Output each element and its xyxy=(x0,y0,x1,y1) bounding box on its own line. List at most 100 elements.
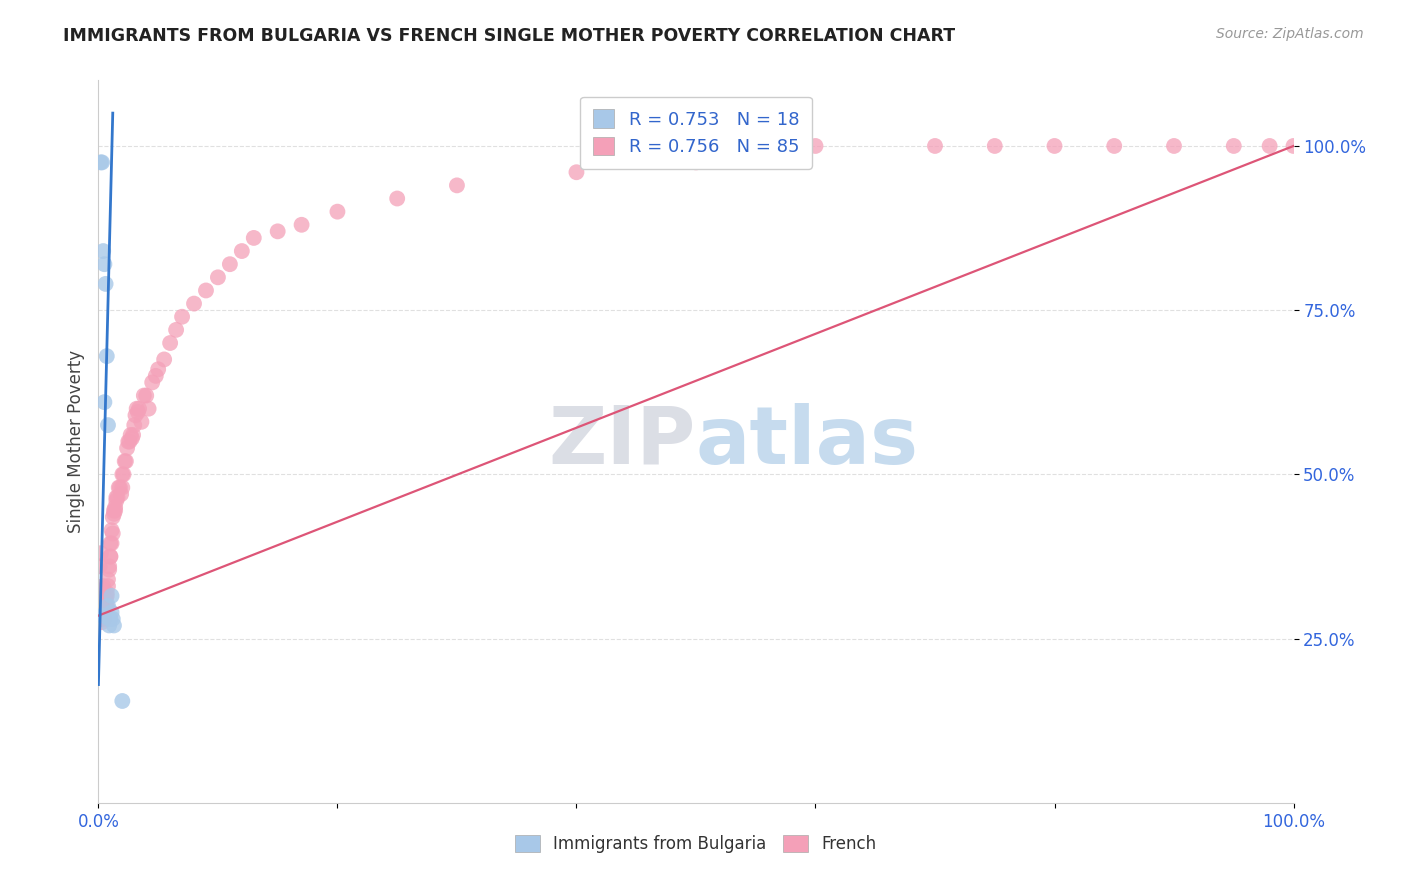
Point xyxy=(118,434,141,449)
Point xyxy=(267,224,290,238)
Point xyxy=(91,612,114,626)
Point xyxy=(1043,139,1066,153)
Point xyxy=(127,405,149,419)
Point xyxy=(159,336,181,351)
Point xyxy=(98,612,122,626)
Point xyxy=(104,503,127,517)
Point xyxy=(97,599,120,613)
Point xyxy=(103,618,125,632)
Point xyxy=(91,608,114,623)
Point xyxy=(112,467,135,482)
Point xyxy=(97,573,120,587)
Point xyxy=(110,487,132,501)
Point xyxy=(91,582,114,597)
Point xyxy=(96,349,118,363)
Point xyxy=(100,589,122,603)
Point xyxy=(153,352,176,367)
Point xyxy=(115,441,138,455)
Point xyxy=(243,231,266,245)
Point xyxy=(98,559,121,574)
Point xyxy=(446,178,468,193)
Point xyxy=(101,510,124,524)
Point xyxy=(114,454,136,468)
Point xyxy=(172,310,194,324)
Point xyxy=(326,204,349,219)
Point xyxy=(385,192,409,206)
Point xyxy=(104,500,127,515)
Point xyxy=(98,612,121,626)
Point xyxy=(219,257,242,271)
Point xyxy=(100,605,122,619)
Point xyxy=(90,546,112,560)
Point xyxy=(207,270,229,285)
Point xyxy=(94,599,117,613)
Point xyxy=(1258,139,1281,153)
Point xyxy=(91,244,114,258)
Y-axis label: Single Mother Poverty: Single Mother Poverty xyxy=(66,350,84,533)
Point xyxy=(103,503,125,517)
Point xyxy=(1282,139,1305,153)
Point xyxy=(101,612,124,626)
Point xyxy=(135,388,157,402)
Point xyxy=(145,368,167,383)
Point xyxy=(291,218,314,232)
Text: Source: ZipAtlas.com: Source: ZipAtlas.com xyxy=(1216,27,1364,41)
Point xyxy=(111,481,134,495)
Point xyxy=(804,139,827,153)
Point xyxy=(93,599,115,613)
Point xyxy=(138,401,160,416)
Point xyxy=(124,409,146,423)
Point xyxy=(125,401,148,416)
Point xyxy=(93,395,115,409)
Point xyxy=(101,526,124,541)
Point xyxy=(97,418,120,433)
Text: atlas: atlas xyxy=(696,402,920,481)
Point xyxy=(96,589,118,603)
Point xyxy=(96,585,118,599)
Point xyxy=(115,454,138,468)
Point xyxy=(111,694,134,708)
Point xyxy=(121,431,143,445)
Text: IMMIGRANTS FROM BULGARIA VS FRENCH SINGLE MOTHER POVERTY CORRELATION CHART: IMMIGRANTS FROM BULGARIA VS FRENCH SINGL… xyxy=(63,27,956,45)
Text: ZIP: ZIP xyxy=(548,402,696,481)
Point xyxy=(148,362,170,376)
Point xyxy=(1223,139,1246,153)
Point xyxy=(89,559,111,574)
Point xyxy=(685,155,707,169)
Point xyxy=(98,549,122,564)
Point xyxy=(132,388,155,402)
Point xyxy=(100,523,122,537)
Point xyxy=(98,618,121,632)
Point xyxy=(107,481,129,495)
Point xyxy=(97,579,120,593)
Point xyxy=(124,418,146,433)
Point xyxy=(1104,139,1126,153)
Point xyxy=(565,165,588,179)
Point xyxy=(128,401,150,416)
Point xyxy=(105,491,128,505)
Point xyxy=(165,323,187,337)
Point xyxy=(93,612,115,626)
Point xyxy=(94,592,117,607)
Point xyxy=(98,549,122,564)
Legend: Immigrants from Bulgaria, French: Immigrants from Bulgaria, French xyxy=(509,828,883,860)
Point xyxy=(105,493,128,508)
Point xyxy=(90,612,112,626)
Point xyxy=(195,284,218,298)
Point xyxy=(98,536,122,550)
Point xyxy=(103,507,125,521)
Point xyxy=(93,599,115,613)
Point xyxy=(111,467,134,482)
Point xyxy=(93,257,115,271)
Point xyxy=(141,376,163,390)
Point xyxy=(98,563,121,577)
Point xyxy=(94,277,117,291)
Point xyxy=(91,579,114,593)
Point xyxy=(91,615,114,630)
Point xyxy=(117,434,139,449)
Point xyxy=(231,244,253,258)
Point xyxy=(183,296,205,310)
Point xyxy=(984,139,1007,153)
Point xyxy=(91,155,114,169)
Point xyxy=(924,139,946,153)
